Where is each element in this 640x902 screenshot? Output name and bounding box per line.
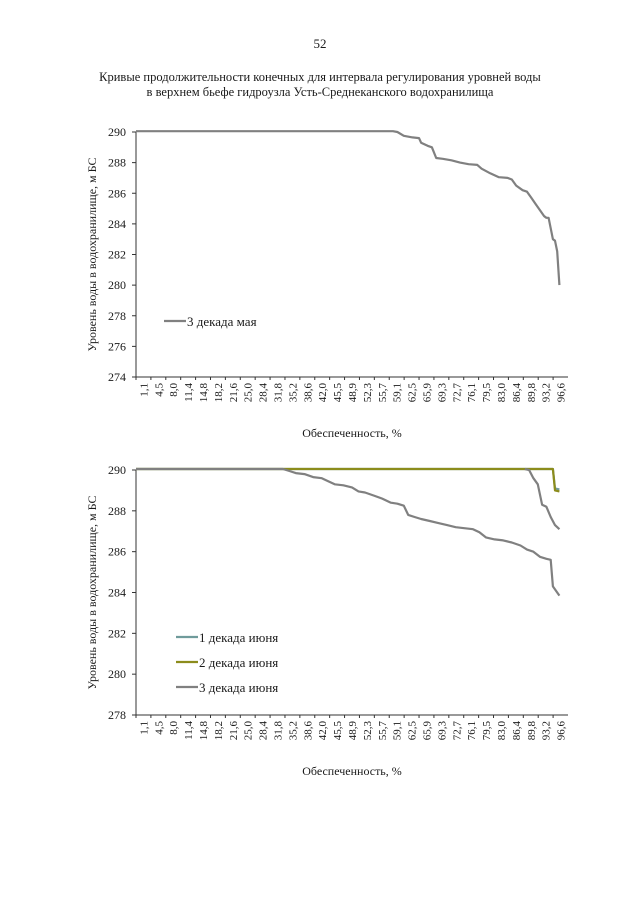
y-tick-label: 278 xyxy=(108,708,126,722)
x-tick-label: 86,4 xyxy=(511,721,523,741)
legend-label: 1 декада июня xyxy=(199,630,278,645)
y-tick-label: 282 xyxy=(108,248,126,262)
x-tick-label: 1,1 xyxy=(138,383,150,397)
y-tick-label: 278 xyxy=(108,309,126,323)
x-tick-label: 21,6 xyxy=(228,721,240,741)
x-tick-label: 55,7 xyxy=(377,721,389,741)
x-tick-label: 72,7 xyxy=(451,383,463,403)
x-tick-label: 31,8 xyxy=(273,383,285,403)
y-tick-label: 280 xyxy=(108,278,126,292)
x-tick-label: 1,1 xyxy=(138,721,150,735)
x-tick-label: 28,4 xyxy=(258,383,270,403)
x-tick-label: 48,9 xyxy=(347,383,359,403)
series-line xyxy=(136,467,560,493)
y-axis-title: Уровень воды в водохранилище, м БС xyxy=(85,158,99,352)
x-tick-label: 79,5 xyxy=(481,383,493,403)
x-tick-label: 65,9 xyxy=(421,721,433,741)
y-tick-label: 274 xyxy=(108,370,126,384)
x-tick-label: 76,1 xyxy=(466,383,478,402)
x-tick-label: 38,6 xyxy=(302,721,314,741)
x-tick-label: 4,5 xyxy=(153,721,165,735)
document-title: Кривые продолжительности конечных для ин… xyxy=(60,70,580,100)
x-tick-label: 59,1 xyxy=(392,721,404,740)
x-tick-label: 45,5 xyxy=(332,721,344,741)
x-tick-label: 79,5 xyxy=(481,721,493,741)
x-tick-label: 72,7 xyxy=(451,721,463,741)
chart-may: 290 288 286 284 282 280 278 276 274 1,1 4,5 8,0 11,4… xyxy=(85,125,568,440)
x-tick-label: 14,8 xyxy=(198,383,210,403)
x-tick-label: 52,3 xyxy=(362,383,374,403)
x-tick-label: 45,5 xyxy=(332,383,344,403)
y-axis-title: Уровень воды в водохранилище, м БС xyxy=(85,496,99,690)
chart-june: 290 288 286 284 282 280 278 1,1 4,5 8,0 11,4 14,8 18… xyxy=(85,463,568,778)
x-tick-label: 28,4 xyxy=(258,721,270,741)
x-tick-label: 21,6 xyxy=(228,383,240,403)
x-tick-label: 96,6 xyxy=(556,721,568,741)
x-tick-label: 42,0 xyxy=(317,383,329,403)
x-tick-label: 42,0 xyxy=(317,721,329,741)
legend-label: 2 декада июня xyxy=(199,655,278,670)
x-tick-label: 65,9 xyxy=(421,383,433,403)
x-tick-label: 93,2 xyxy=(541,721,553,740)
x-tick-label: 8,0 xyxy=(168,721,180,735)
document-title-line-2: в верхнем бьефе гидроузла Усть-Среднекан… xyxy=(146,85,494,99)
x-tick-label: 8,0 xyxy=(168,383,180,397)
series-line xyxy=(136,130,561,286)
x-tick-label: 35,2 xyxy=(287,721,299,740)
x-tick-label: 76,1 xyxy=(466,721,478,740)
y-tick-label: 288 xyxy=(108,504,126,518)
x-tick-label: 4,5 xyxy=(153,383,165,397)
x-tick-label: 14,8 xyxy=(198,721,210,741)
y-tick-label: 276 xyxy=(108,339,126,353)
x-tick-label: 86,4 xyxy=(511,383,523,403)
x-tick-label: 55,7 xyxy=(377,383,389,403)
x-tick-label: 69,3 xyxy=(436,721,448,741)
y-tick-label: 280 xyxy=(108,667,126,681)
x-tick-label: 25,0 xyxy=(243,721,255,741)
x-tick-label: 89,8 xyxy=(526,721,538,741)
y-tick-label: 288 xyxy=(108,156,126,170)
x-tick-label: 62,5 xyxy=(407,383,419,403)
x-tick-label: 52,3 xyxy=(362,721,374,741)
x-tick-label: 96,6 xyxy=(556,383,568,403)
y-tick-label: 286 xyxy=(108,186,126,200)
document-title-line-1: Кривые продолжительности конечных для ин… xyxy=(99,70,541,84)
x-tick-label: 31,8 xyxy=(273,721,285,741)
x-axis-title: Обеспеченность, % xyxy=(302,426,402,440)
x-tick-label: 59,1 xyxy=(392,383,404,402)
x-tick-label: 83,0 xyxy=(496,721,508,741)
x-tick-label: 89,8 xyxy=(526,383,538,403)
y-tick-label: 286 xyxy=(108,545,126,559)
y-tick-label: 284 xyxy=(108,586,126,600)
y-tick-label: 290 xyxy=(108,463,126,477)
x-tick-label: 18,2 xyxy=(213,721,225,740)
x-tick-label: 93,2 xyxy=(541,383,553,402)
y-tick-label: 290 xyxy=(108,125,126,139)
legend-label: 3 декада июня xyxy=(199,680,278,695)
series-line xyxy=(524,467,561,531)
x-tick-label: 11,4 xyxy=(183,721,195,740)
x-tick-label: 48,9 xyxy=(347,721,359,741)
page-number: 52 xyxy=(313,36,327,51)
x-tick-label: 11,4 xyxy=(183,383,195,402)
x-tick-label: 38,6 xyxy=(302,383,314,403)
x-tick-label: 35,2 xyxy=(287,383,299,402)
legend-label: 3 декада мая xyxy=(187,314,257,329)
y-tick-label: 284 xyxy=(108,217,126,231)
x-tick-label: 69,3 xyxy=(436,383,448,403)
x-tick-label: 25,0 xyxy=(243,383,255,403)
x-tick-label: 18,2 xyxy=(213,383,225,402)
series-line xyxy=(136,467,561,597)
x-tick-label: 62,5 xyxy=(407,721,419,741)
x-axis-title: Обеспеченность, % xyxy=(302,764,402,778)
y-tick-label: 282 xyxy=(108,626,126,640)
x-tick-label: 83,0 xyxy=(496,383,508,403)
